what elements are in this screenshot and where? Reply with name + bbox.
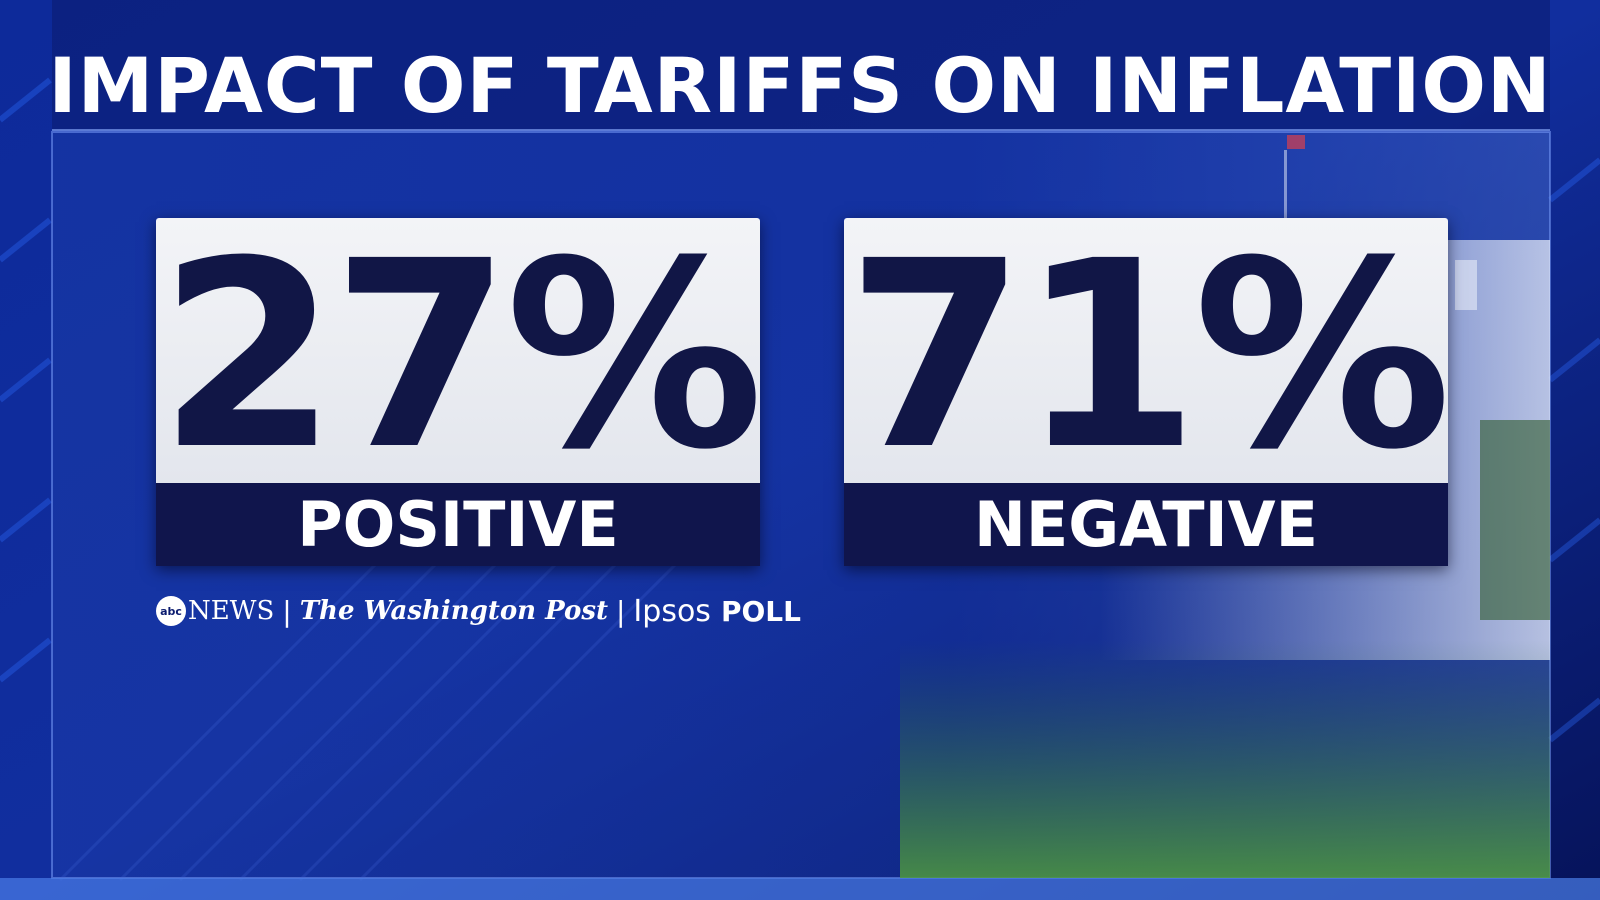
abc-news-text: NEWS xyxy=(188,596,275,626)
poll-source-credit: abc NEWS | The Washington Post | Ipsos P… xyxy=(156,590,801,632)
poll-text: POLL xyxy=(720,594,801,628)
negative-value-box: 71% xyxy=(844,205,1452,506)
positive-value-box: 27% xyxy=(156,205,764,506)
source-separator: | xyxy=(615,594,626,628)
negative-label-bar: NEGATIVE xyxy=(844,483,1448,566)
ipsos-logo: Ipsos xyxy=(633,593,711,629)
page-title: IMPACT OF TARIFFS ON INFLATION xyxy=(48,40,1552,130)
positive-label-bar: POSITIVE xyxy=(156,483,760,566)
positive-result-card: 27% POSITIVE xyxy=(156,205,764,566)
positive-label: POSITIVE xyxy=(297,488,619,561)
source-separator: | xyxy=(282,594,292,628)
positive-percentage: 27% xyxy=(158,205,764,506)
negative-label: NEGATIVE xyxy=(974,488,1318,561)
abc-logo: abc xyxy=(156,596,186,626)
washington-post-logo: The Washington Post xyxy=(299,596,608,626)
negative-result-card: 71% NEGATIVE xyxy=(844,205,1452,566)
negative-percentage: 71% xyxy=(846,205,1452,506)
